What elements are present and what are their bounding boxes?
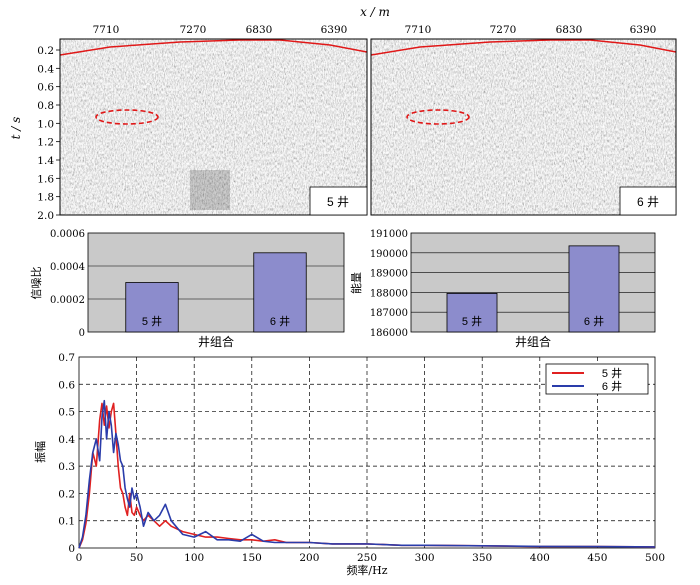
- energy-category-label: 5 井: [462, 314, 482, 328]
- surface-line-right: [371, 39, 676, 56]
- spectrum-legend: 5 井 6 井: [545, 363, 649, 395]
- energy-y-tick-label: 190000: [370, 249, 408, 260]
- spectrum-x-tick-label: 400: [530, 552, 550, 564]
- target-ellipse-right: [406, 109, 470, 125]
- seismic-y-tick-label: 1.2: [37, 137, 54, 149]
- spectrum-y-tick-label: 0.7: [58, 352, 75, 364]
- seismic-x-tick-label: 7270: [490, 24, 517, 36]
- seismic-y-tick-label: 1.0: [37, 118, 54, 130]
- seismic-x-tick-label: 6390: [630, 24, 657, 36]
- energy-y-axis-label: 能量: [349, 272, 363, 294]
- seismic-y-tick-label: 2.0: [37, 210, 54, 222]
- seismic-x-tick-label: 7710: [405, 24, 432, 36]
- seismic-x-axis-label: x / m: [360, 5, 390, 19]
- label-box-right: [619, 186, 677, 216]
- spectrum-x-tick-label: 50: [130, 552, 143, 564]
- energy-bars: 5 井 6 井: [446, 245, 620, 333]
- snr-y-tick-label: 0: [79, 328, 85, 339]
- seismic-x-tick-label: 7270: [180, 24, 207, 36]
- snr-category-label: 6 井: [270, 314, 290, 328]
- seismic-section-left: [60, 39, 367, 215]
- energy-y-tick-label: 188000: [370, 288, 408, 299]
- spectrum-series: [78, 399, 656, 549]
- label-text-right: 6 井: [637, 195, 659, 209]
- seismic-panel: x / m t / s 5 井 6 井 0.2 0.4 0.6 0.8 1.0 1.2 1.…: [9, 5, 677, 222]
- energy-y-tick-label: 187000: [370, 308, 408, 319]
- snr-y-tick-label: 0.0004: [50, 262, 85, 273]
- spectrum-ticks: 0 0.1 0.2 0.3 0.4 0.5 0.6 0.7 0 50 100 150 200 250 300…: [58, 352, 665, 564]
- seismic-x-tick-label: 6830: [556, 24, 583, 36]
- seismic-y-tick-label: 0.6: [37, 82, 54, 94]
- spectrum-x-tick-label: 250: [357, 552, 377, 564]
- snr-bars: 5 井 6 井: [125, 252, 307, 333]
- label-text-left: 5 井: [327, 195, 349, 209]
- spectrum-y-tick-label: 0.2: [58, 488, 75, 500]
- surface-line-left: [60, 39, 367, 56]
- seismic-y-axis-label: t / s: [9, 117, 23, 140]
- snr-bar: [125, 282, 179, 333]
- spectrum-y-axis-label: 振幅: [33, 441, 47, 463]
- spectrum-x-tick-label: 150: [242, 552, 262, 564]
- snr-x-axis-label: 井组合: [198, 334, 234, 349]
- energy-x-axis-label: 井组合: [515, 334, 551, 349]
- seismic-y-tick-label: 0.2: [37, 45, 54, 57]
- energy-y-tick-label: 191000: [370, 229, 408, 240]
- spectrum-y-tick-label: 0.6: [58, 379, 75, 391]
- target-ellipse-left: [95, 109, 159, 125]
- spectrum-line-chart: 0 0.1 0.2 0.3 0.4 0.5 0.6 0.7 0 50 100 150 200 250 300…: [33, 352, 665, 577]
- energy-category-label: 6 井: [584, 314, 604, 328]
- spectrum-x-tick-label: 500: [645, 552, 665, 564]
- snr-bar: [253, 252, 307, 333]
- spectrum-y-tick-label: 0: [68, 543, 75, 555]
- spectrum-x-tick-label: 200: [299, 552, 319, 564]
- snr-y-tick-label: 0.0006: [50, 229, 85, 240]
- energy-y-tick-label: 189000: [370, 269, 408, 280]
- seismic-x-tick-label: 6830: [246, 24, 273, 36]
- spectrum-x-axis-label: 频率/Hz: [346, 563, 387, 577]
- legend-label-5: 5 井: [602, 366, 622, 380]
- seismic-y-tick-label: 0.8: [37, 100, 54, 112]
- snr-y-tick-label: 0.0002: [50, 295, 85, 306]
- energy-bar-chart: 5 井 6 井 186000 187000 188000 189000 190000 191…: [349, 229, 656, 349]
- seismic-y-tick-label: 1.6: [37, 173, 54, 185]
- snr-y-axis-label: 信噪比: [30, 267, 43, 300]
- spectrum-x-tick-label: 100: [184, 552, 204, 564]
- snr-bar-chart: 5 井 6 井 0 0.0002 0.0004 0.0006 信噪比 井组合: [30, 229, 345, 349]
- seismic-y-tick-label: 1.8: [37, 192, 54, 204]
- spectrum-y-tick-label: 0.3: [58, 461, 75, 473]
- seismic-section-right: [371, 39, 676, 215]
- seismic-x-tick-label: 7710: [93, 24, 120, 36]
- spectrum-x-tick-label: 450: [587, 552, 607, 564]
- seismic-ticks: 0.2 0.4 0.6 0.8 1.0 1.2 1.4 1.6 1.8 2.0 7710 7710 72…: [37, 24, 656, 222]
- snr-category-label: 5 井: [142, 314, 162, 328]
- spectrum-x-tick-label: 350: [472, 552, 492, 564]
- snr-y-ticks: 0 0.0002 0.0004 0.0006: [50, 229, 85, 339]
- spectrum-x-tick-label: 0: [76, 552, 83, 564]
- seismic-x-tick-label: 6390: [321, 24, 348, 36]
- spectrum-gridlines: [79, 357, 655, 548]
- seismic-y-tick-label: 0.4: [37, 63, 54, 75]
- seismic-y-tick-label: 1.4: [37, 155, 54, 167]
- legend-label-6: 6 井: [602, 379, 622, 393]
- spectrum-x-tick-label: 300: [415, 552, 435, 564]
- label-box-left: [309, 186, 368, 216]
- energy-y-ticks: 186000 187000 188000 189000 190000 191000: [370, 229, 408, 339]
- energy-y-tick-label: 186000: [370, 328, 408, 339]
- spectrum-y-tick-label: 0.5: [58, 407, 75, 419]
- spectrum-series-line-6: [78, 399, 656, 549]
- energy-bar: [568, 245, 620, 333]
- energy-bar: [446, 292, 498, 333]
- spectrum-y-tick-label: 0.1: [58, 516, 75, 528]
- spectrum-y-tick-label: 0.4: [58, 434, 75, 446]
